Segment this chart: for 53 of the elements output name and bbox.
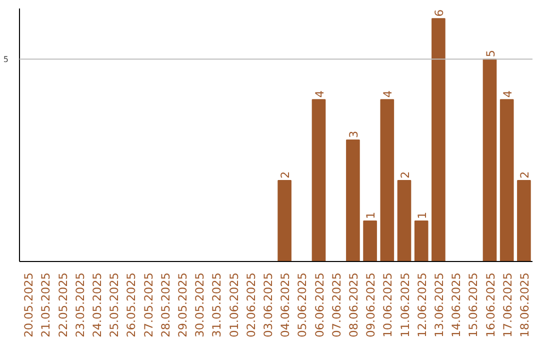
data-label: 4	[312, 90, 326, 98]
x-tick-label: 24.05.2025	[90, 272, 104, 338]
bar	[312, 99, 326, 262]
x-tick-label: 01.06.2025	[226, 272, 241, 338]
x-tick-label: 03.06.2025	[260, 272, 275, 338]
x-tick-label: 25.05.2025	[107, 272, 122, 338]
x-tick-label: 23.05.2025	[72, 272, 87, 338]
data-label: 1	[364, 212, 378, 220]
bar	[482, 58, 497, 262]
x-tick-label: 11.06.2025	[398, 272, 412, 338]
x-tick-label: 17.06.2025	[500, 272, 514, 338]
bar	[432, 18, 446, 262]
bar	[500, 99, 514, 262]
data-label: 5	[483, 50, 498, 58]
x-tick-label: 06.06.2025	[312, 272, 326, 338]
data-label: 1	[414, 212, 429, 220]
data-label: 2	[278, 171, 292, 179]
ref-line-label: 5	[3, 55, 9, 64]
x-tick-label: 26.05.2025	[124, 272, 138, 338]
bar	[414, 220, 428, 262]
data-label: 4	[500, 90, 514, 98]
x-tick-label: 08.06.2025	[346, 272, 360, 338]
x-tick-label: 02.06.2025	[244, 272, 258, 338]
x-tick-label: 30.05.2025	[192, 272, 207, 338]
bar	[380, 99, 394, 262]
data-label: 3	[346, 130, 360, 138]
x-tick-label: 12.06.2025	[414, 272, 429, 338]
x-tick-label: 13.06.2025	[432, 272, 446, 338]
bar	[363, 220, 377, 262]
x-tick-label: 15.06.2025	[466, 272, 480, 338]
bar	[517, 180, 531, 262]
x-tick-label: 21.05.2025	[38, 272, 53, 338]
x-tick-label: 07.06.2025	[329, 272, 344, 338]
x-tick-label: 16.06.2025	[483, 272, 498, 338]
x-tick-label: 31.05.2025	[210, 272, 224, 338]
x-tick-label: 28.05.2025	[158, 272, 172, 338]
data-label: 2	[517, 171, 532, 179]
data-label: 6	[432, 9, 446, 17]
x-tick-label: 20.05.2025	[22, 272, 36, 338]
x-tick-label: 27.05.2025	[141, 272, 156, 338]
x-tick-label: 14.06.2025	[449, 272, 464, 338]
x-tick-label: 18.06.2025	[517, 272, 532, 338]
x-tick-label: 04.06.2025	[278, 272, 292, 338]
x-tick-label: 29.05.2025	[175, 272, 190, 338]
x-tick-label: 09.06.2025	[364, 272, 378, 338]
data-label: 2	[398, 171, 412, 179]
bar	[278, 180, 292, 262]
x-tick-label: 22.05.2025	[56, 272, 70, 338]
data-label: 4	[380, 90, 395, 98]
bar	[346, 140, 360, 262]
bar	[397, 180, 412, 262]
x-tick-label: 10.06.2025	[380, 272, 395, 338]
x-tick-label: 05.06.2025	[295, 272, 310, 338]
